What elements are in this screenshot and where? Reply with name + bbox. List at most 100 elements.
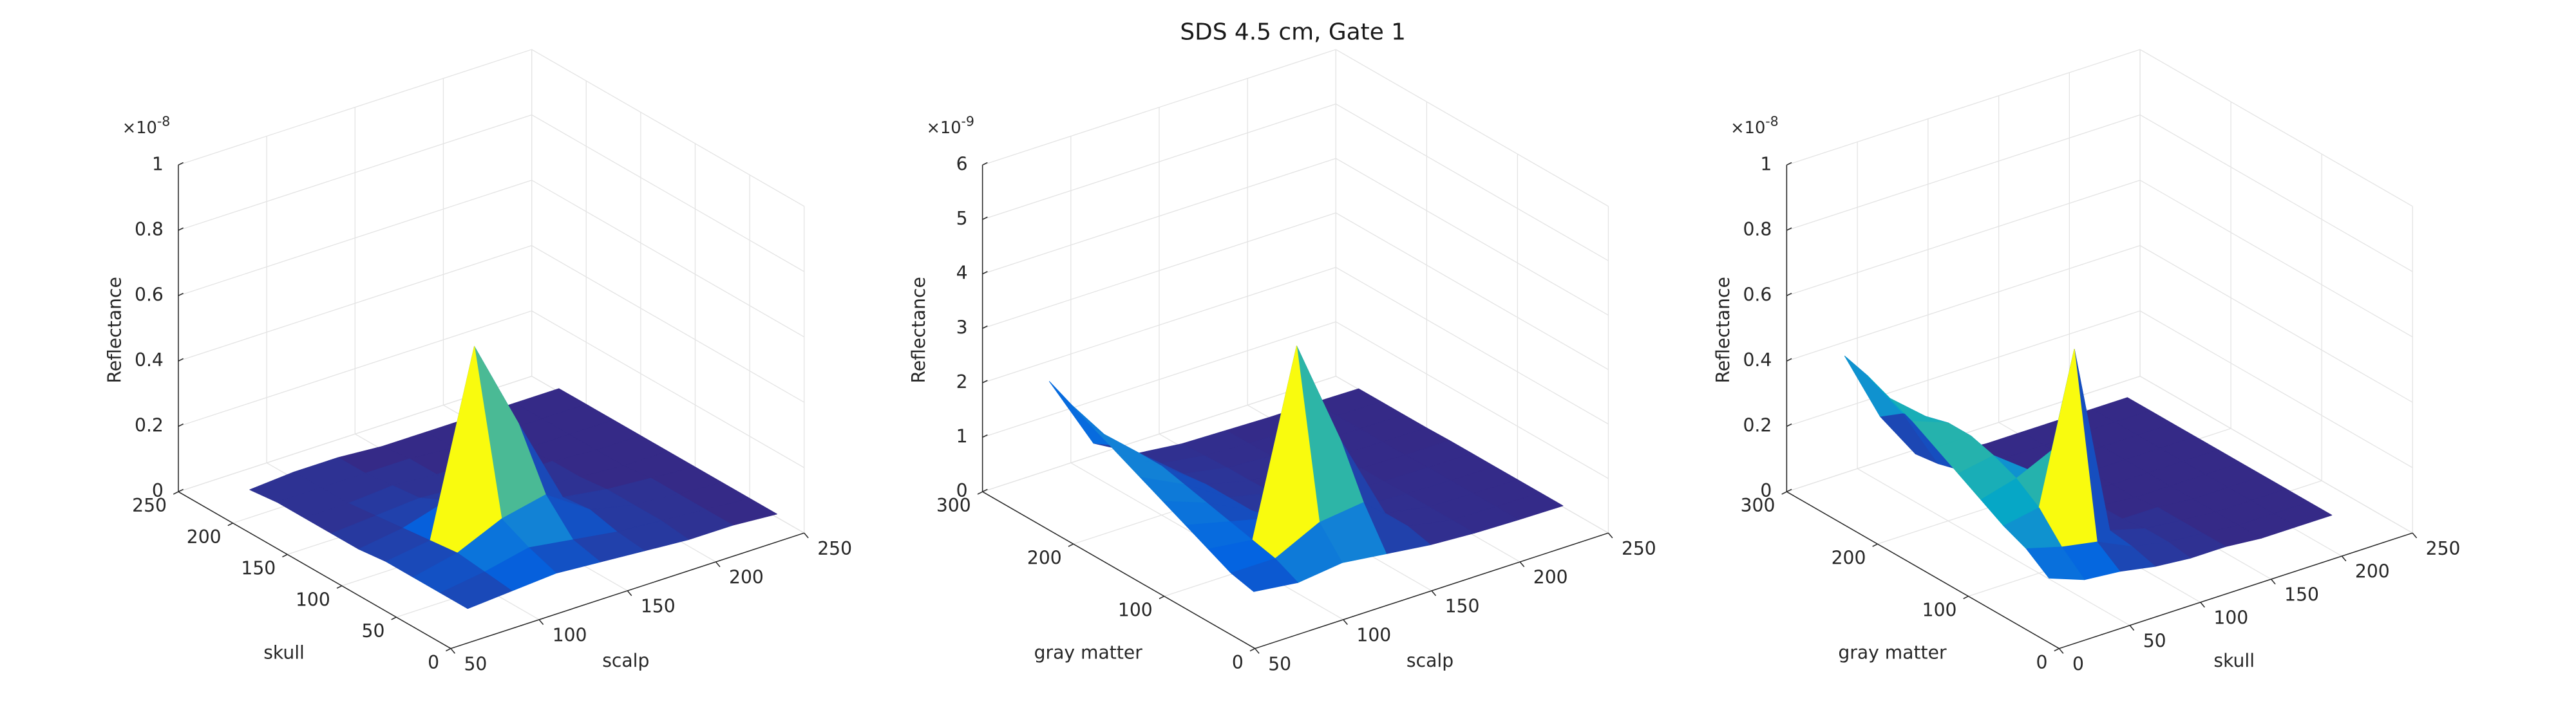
grid-line [178,310,532,427]
exponent-power: -8 [1765,114,1778,129]
x-tick-label: 200 [2355,561,2390,582]
z-tick-label: 1 [152,153,164,174]
z-tick [178,292,184,297]
y-axis-label: gray matter [1034,642,1143,663]
grid-line [531,180,805,338]
y-axis-label: skull [263,642,305,663]
z-tick [982,216,988,220]
grid-line [1336,103,1609,261]
x-tick [538,619,544,626]
y-tick-label: 0 [1232,652,1244,673]
surface-face [440,571,513,609]
z-tick-label: 1 [1760,153,1772,174]
z-tick [1786,488,1792,492]
y-tick [1159,595,1165,600]
z-tick [982,434,988,438]
grid-line [2139,310,2413,469]
x-tick [2058,648,2064,654]
z-tick-label: 0 [956,480,968,501]
x-tick [2271,579,2276,585]
y-tick [445,648,451,652]
surface-plot: 5010015020025005010015020025000.20.40.60… [104,49,852,674]
x-tick [1255,648,1260,654]
grid-line [531,114,805,272]
x-tick [627,590,632,597]
x-axis-label: skull [2213,650,2255,671]
y-tick-label: 200 [1027,547,1062,568]
x-tick-label: 100 [553,624,587,645]
z-tick [982,380,988,384]
grid-line [982,321,1336,438]
z-exponent: ×10-8 [122,114,171,138]
y-tick [1872,543,1878,547]
y-tick [1249,648,1256,652]
z-axis-label: Reflectance [1712,277,1734,383]
z-tick [982,271,988,275]
x-tick [2341,555,2347,562]
grid-line [1786,180,2141,297]
grid-line [982,103,1336,220]
x-axis-label: scalp [1406,650,1454,671]
exponent-base: ×10 [926,118,961,138]
z-tick-label: 0 [152,480,164,501]
surface-face [2026,546,2085,580]
z-tick [178,423,184,427]
y-tick [391,617,397,620]
grid-line [2139,376,2413,534]
exponent-power: -8 [157,114,170,129]
y-tick-label: 300 [936,495,971,516]
x-tick-label: 150 [2284,584,2319,606]
x-tick-label: 100 [2213,608,2248,629]
surface [1844,349,2333,580]
z-tick [982,162,988,166]
y-axis-label: gray matter [1838,642,1947,663]
z-tick [178,488,184,492]
x-tick [804,532,809,539]
grid-line [1336,158,1609,316]
surface [1048,346,1564,592]
x-tick-label: 150 [1445,596,1480,617]
grid-line [1336,266,1609,425]
x-tick [450,648,456,654]
z-tick-label: 0.6 [1743,284,1772,305]
grid-line [178,180,532,297]
grid-line [1336,49,1609,207]
surface-plot: 050100150200250010020030000.20.40.60.81s… [1712,49,2461,674]
z-axis-label: Reflectance [104,277,125,383]
x-tick-label: 150 [641,596,676,617]
y-tick-label: 250 [132,495,167,516]
grid-line [982,49,1336,166]
grid-line [531,49,805,207]
y-tick [227,523,233,526]
grid-line [1786,245,2141,362]
y-tick [282,553,288,558]
z-tick-label: 0.4 [1743,349,1772,371]
y-tick [1068,543,1074,547]
grid-line [982,212,1336,329]
grid-line [1786,49,2141,166]
y-tick-label: 100 [1118,600,1153,621]
z-tick-label: 0.6 [135,284,164,305]
x-tick-label: 250 [2426,538,2461,559]
z-tick [982,488,988,492]
grid-line [2139,49,2413,207]
x-tick-label: 50 [2143,630,2166,651]
y-tick-label: 200 [1832,547,1866,568]
grid-line [2139,114,2413,272]
grid-line [178,114,532,231]
y-axis [1786,491,2060,649]
z-tick [1786,358,1792,362]
x-tick-label: 200 [1533,567,1568,588]
y-tick [2054,648,2060,652]
exponent-power: -9 [961,114,974,129]
grid-line [2139,180,2413,338]
z-tick [1786,162,1792,166]
z-tick [178,162,184,166]
grid-line [2139,245,2413,403]
z-tick [178,358,184,362]
x-tick [715,561,721,568]
y-tick [336,585,343,589]
y-tick-label: 100 [296,589,330,610]
